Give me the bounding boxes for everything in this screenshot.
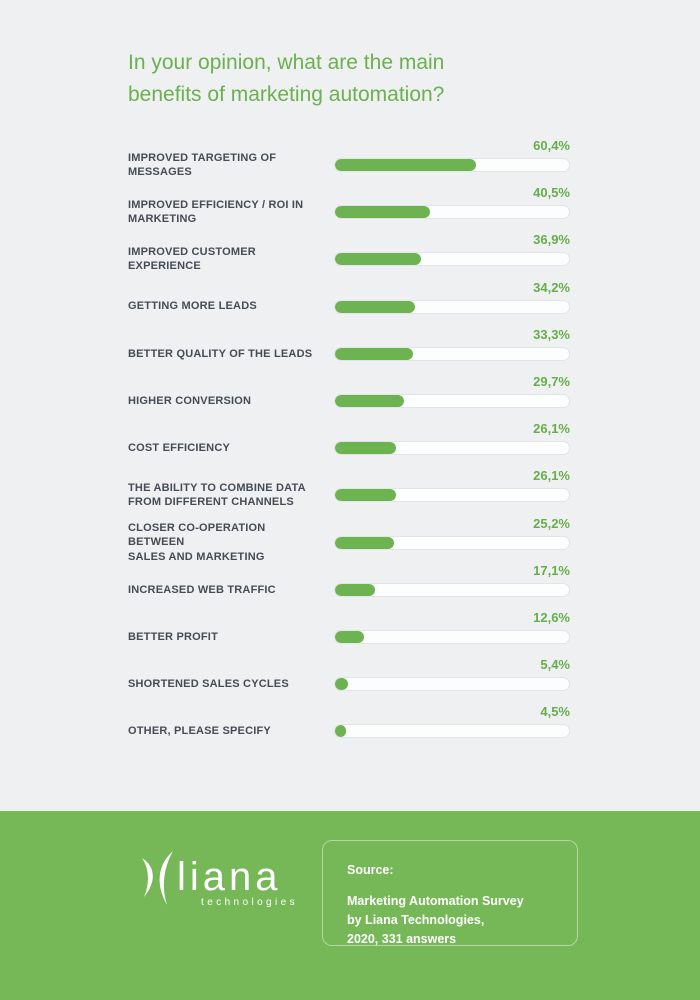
- bar-area: 12,6%: [334, 606, 570, 653]
- bar-fill: [335, 206, 430, 219]
- category-label: HIGHER CONVERSION: [128, 394, 252, 407]
- category-label: INCREASED WEB TRAFFIC: [128, 583, 276, 596]
- bar-fill: [335, 536, 394, 549]
- category-label: IMPROVED EFFICIENCY / ROI IN MARKETING: [128, 198, 304, 226]
- bar-fill: [335, 159, 477, 171]
- bar-row: IMPROVED EFFICIENCY / ROI IN MARKETING 40…: [128, 181, 570, 228]
- bar-track: [334, 582, 570, 597]
- category-label: IMPROVED CUSTOMER EXPERIENCE: [128, 245, 256, 273]
- bar-fill: [335, 725, 346, 738]
- category-label: GETTING MORE LEADS: [128, 300, 257, 313]
- bar-track: [334, 205, 570, 220]
- value-label: 29,7%: [533, 373, 570, 389]
- bar-area: 25,2%: [334, 512, 570, 559]
- bar-track: [334, 299, 570, 314]
- bar-row: BETTER PROFIT 12,6%: [128, 606, 570, 653]
- category-label: CLOSER CO-OPERATION BETWEEN SALES AND MA…: [128, 521, 266, 563]
- bar-track: [334, 346, 570, 361]
- value-label: 36,9%: [533, 232, 570, 248]
- bar-area: 5,4%: [334, 653, 570, 700]
- category-label: BETTER PROFIT: [128, 630, 218, 643]
- category-label: BETTER QUALITY OF THE LEADS: [128, 347, 313, 360]
- category-label: THE ABILITY TO COMBINE DATA FROM DIFFERE…: [128, 481, 306, 509]
- logo-crescent-right-icon: [159, 851, 173, 905]
- bar-track: [334, 535, 570, 550]
- bar-track: [334, 677, 570, 692]
- bar-fill: [335, 347, 413, 360]
- bar-area: 29,7%: [334, 370, 570, 417]
- value-label: 34,2%: [533, 279, 570, 295]
- bar-row: OTHER, PLEASE SPECIFY 4,5%: [128, 700, 570, 747]
- chart-title: In your opinion, what are the main benef…: [128, 51, 445, 106]
- value-label: 25,2%: [533, 515, 570, 531]
- logo-subbrand-text: technologies: [201, 897, 298, 908]
- bar-fill: [335, 394, 405, 407]
- category-label: OTHER, PLEASE SPECIFY: [128, 725, 271, 738]
- value-label: 26,1%: [533, 468, 570, 484]
- liana-technologies-logo: liana technologies: [142, 851, 298, 908]
- category-label: SHORTENED SALES CYCLES: [128, 677, 289, 690]
- bar-row: HIGHER CONVERSION 29,7%: [128, 370, 570, 417]
- category-label: IMPROVED TARGETING OF MESSAGES: [128, 151, 277, 179]
- value-label: 26,1%: [533, 421, 570, 437]
- bar-rows: IMPROVED TARGETING OF MESSAGES 60,4% IMPRO…: [128, 134, 570, 747]
- value-label: 17,1%: [533, 562, 570, 578]
- source-text: Marketing Automation Survey by Liana Tec…: [347, 894, 524, 946]
- source-heading: Source:: [347, 863, 394, 877]
- bar-area: 40,5%: [334, 181, 570, 228]
- footer-band: liana technologies Source: Marketing Aut…: [0, 811, 700, 1000]
- logo-brand-text: liana: [177, 855, 282, 899]
- bar-row: BETTER QUALITY OF THE LEADS 33,3%: [128, 323, 570, 370]
- bar-fill: [335, 489, 397, 502]
- bar-area: 60,4%: [334, 134, 570, 181]
- value-label: 60,4%: [533, 138, 570, 153]
- bar-row: IMPROVED CUSTOMER EXPERIENCE 36,9%: [128, 228, 570, 275]
- bar-area: 4,5%: [334, 700, 570, 747]
- source-box: Source: Marketing Automation Survey by L…: [322, 840, 578, 946]
- bar-row: COST EFFICIENCY 26,1%: [128, 417, 570, 464]
- logo-crescent-left-icon: [142, 858, 153, 897]
- bar-row: CLOSER CO-OPERATION BETWEEN SALES AND MA…: [128, 512, 570, 563]
- bar-fill: [335, 630, 365, 643]
- bar-track: [334, 488, 570, 503]
- bar-row: IMPROVED TARGETING OF MESSAGES 60,4%: [128, 134, 570, 181]
- bar-track: [334, 724, 570, 739]
- category-label: COST EFFICIENCY: [128, 441, 231, 454]
- bar-fill: [335, 678, 348, 691]
- bar-fill: [335, 583, 375, 596]
- bar-area: 36,9%: [334, 228, 570, 275]
- bar-row: INCREASED WEB TRAFFIC 17,1%: [128, 559, 570, 606]
- bar-area: 33,3%: [334, 323, 570, 370]
- bar-area: 26,1%: [334, 464, 570, 511]
- bar-row: THE ABILITY TO COMBINE DATA FROM DIFFERE…: [128, 464, 570, 511]
- bar-track: [334, 252, 570, 267]
- bar-row: GETTING MORE LEADS 34,2%: [128, 276, 570, 323]
- bar-track: [334, 158, 570, 172]
- bar-track: [334, 441, 570, 456]
- value-label: 12,6%: [533, 609, 570, 625]
- value-label: 40,5%: [533, 185, 570, 201]
- bar-fill: [335, 300, 416, 313]
- bar-fill: [335, 253, 422, 266]
- bar-track: [334, 393, 570, 408]
- bar-area: 26,1%: [334, 417, 570, 464]
- bar-area: 34,2%: [334, 276, 570, 323]
- value-label: 4,5%: [540, 704, 570, 720]
- value-label: 5,4%: [540, 657, 570, 673]
- bar-fill: [335, 442, 397, 455]
- bar-row: SHORTENED SALES CYCLES 5,4%: [128, 653, 570, 700]
- bar-track: [334, 629, 570, 644]
- bar-area: 17,1%: [334, 559, 570, 606]
- value-label: 33,3%: [533, 326, 570, 342]
- bar-chart: IMPROVED TARGETING OF MESSAGES 60,4% IMPRO…: [128, 134, 570, 747]
